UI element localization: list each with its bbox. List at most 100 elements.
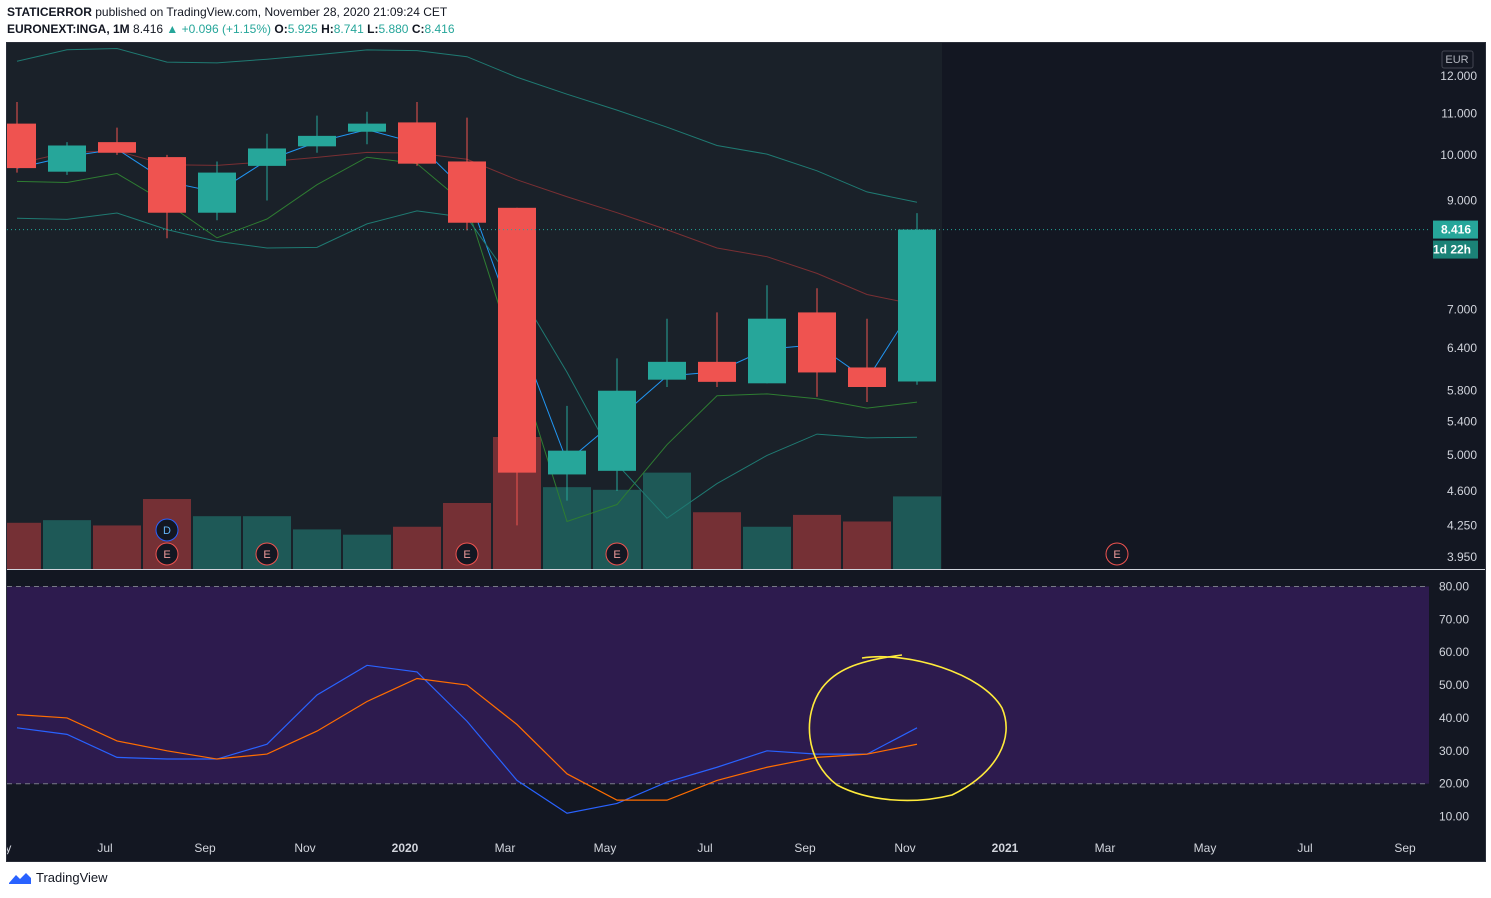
countdown-badge-label: 1d 22h: [1433, 243, 1471, 257]
rsi-tick-label: 20.00: [1439, 777, 1469, 791]
candle-body[interactable]: [148, 157, 186, 213]
overlays: [808, 654, 1007, 802]
volume-bar: [543, 487, 591, 569]
dividend-marker[interactable]: D: [155, 518, 179, 542]
candle-body[interactable]: [448, 161, 486, 223]
time-tick-label: 2020: [392, 841, 419, 855]
candle-body[interactable]: [498, 207, 536, 473]
price-tick-label: 9.000: [1447, 194, 1477, 208]
candle-body[interactable]: [598, 390, 636, 471]
candle-body[interactable]: [198, 172, 236, 213]
rsi-tick-label: 50.00: [1439, 678, 1469, 692]
volume-bar: [643, 472, 691, 569]
candle-body[interactable]: [798, 312, 836, 373]
ohlc-header: EURONEXT:INGA, 1M 8.416 ▲ +0.096 (+1.15%…: [7, 22, 455, 36]
candle-body[interactable]: [748, 318, 786, 384]
rsi-tick-label: 40.00: [1439, 711, 1469, 725]
volume-bar: [293, 529, 341, 569]
publish-header: STATICERROR published on TradingView.com…: [7, 5, 447, 19]
earnings-marker-label: E: [163, 549, 170, 561]
volume-bar: [893, 496, 941, 569]
volume-bar: [343, 534, 391, 569]
rsi-tick-label: 10.00: [1439, 810, 1469, 824]
publish-info: published on TradingView.com, November 2…: [95, 5, 448, 19]
price-tick-label: 12.000: [1440, 69, 1477, 83]
earnings-marker-circle: [155, 542, 179, 566]
earnings-marker[interactable]: E: [155, 542, 179, 566]
candle-body[interactable]: [298, 135, 336, 147]
price-pane[interactable]: E E E E ED: [7, 43, 1429, 569]
close-label: C:: [411, 22, 425, 36]
rsi-series-line: [16, 664, 918, 814]
low-label: L:: [367, 22, 379, 36]
price-tick-label: 4.250: [1447, 518, 1477, 532]
earnings-marker[interactable]: E: [455, 542, 479, 566]
chart-canvas[interactable]: E E E E ED EUR12.00011.00010.0009.0007.0006.…: [0, 43, 1485, 861]
candle-body[interactable]: [248, 148, 286, 166]
last-price: 8.416: [133, 22, 164, 36]
volume-bar: [93, 525, 141, 569]
candle-body[interactable]: [698, 361, 736, 382]
high-value: 8.741: [333, 22, 364, 36]
earnings-marker[interactable]: E: [1105, 542, 1129, 566]
candle-body[interactable]: [548, 450, 586, 475]
time-tick-label: 2021: [992, 841, 1019, 855]
candle-body[interactable]: [848, 367, 886, 388]
countdown-badge: [1433, 240, 1478, 259]
earnings-marker-label: E: [1113, 549, 1120, 561]
earnings-marker[interactable]: E: [605, 542, 629, 566]
open-value: 5.925: [287, 22, 318, 36]
time-tick-label: Jul: [1297, 841, 1312, 855]
volume-bar: [193, 516, 241, 569]
open-label: O:: [274, 22, 288, 36]
rsi-pane[interactable]: [7, 570, 1429, 833]
rsi-tick-label: 30.00: [1439, 744, 1469, 758]
candle-body[interactable]: [48, 145, 86, 172]
tradingview-logo-icon: [9, 872, 31, 884]
time-tick-label: May: [1194, 841, 1217, 855]
volume-bar: [793, 514, 841, 569]
rsi-band-fill: [7, 586, 1429, 784]
time-tick-label: Sep: [194, 841, 216, 855]
rsi-tick-label: 60.00: [1439, 645, 1469, 659]
earnings-marker-circle: [1105, 542, 1129, 566]
time-tick-label: ay: [7, 841, 11, 855]
session-highlight: [7, 43, 942, 569]
dividend-marker-label: D: [163, 525, 171, 537]
candle-body[interactable]: [898, 229, 936, 382]
price-tick-label: 4.600: [1447, 484, 1477, 498]
symbol-title: EURONEXT:INGA, 1M: [7, 22, 130, 36]
volume-bar: [693, 512, 741, 569]
time-tick-label: May: [594, 841, 617, 855]
earnings-marker-circle: [455, 542, 479, 566]
price-tick-label: 11.000: [1441, 107, 1477, 121]
low-value: 5.880: [378, 22, 409, 36]
price-tick-label: 5.400: [1447, 415, 1477, 429]
currency-label: EUR: [1445, 54, 1468, 66]
candle-body[interactable]: [7, 123, 36, 169]
earnings-marker-label: E: [613, 549, 620, 561]
time-tick-label: Mar: [495, 841, 516, 855]
earnings-marker[interactable]: E: [255, 542, 279, 566]
time-tick-label: Sep: [794, 841, 816, 855]
candle-body[interactable]: [348, 123, 386, 132]
price-tick-label: 3.950: [1447, 550, 1477, 564]
earnings-marker-circle: [255, 542, 279, 566]
volume-bar: [743, 526, 791, 569]
price-tick-label: 7.000: [1447, 302, 1477, 316]
rsi-tick-label: 70.00: [1439, 612, 1469, 626]
candle-body[interactable]: [398, 122, 436, 164]
candle-body[interactable]: [98, 142, 136, 153]
axes: EUR 12.000 11.000 10.000 9.000 7.000 6.400 5.80…: [0, 50, 1485, 855]
candle-body[interactable]: [648, 361, 686, 380]
price-tick-label: 6.400: [1447, 341, 1477, 355]
publisher-name: STATICERROR: [7, 5, 92, 19]
time-tick-label: Nov: [894, 841, 915, 855]
volume-bar: [7, 522, 41, 569]
time-tick-label: Sep: [1394, 841, 1416, 855]
earnings-marker-label: E: [463, 549, 470, 561]
annotation-circle: [808, 654, 1007, 802]
last-price-badge: [1433, 220, 1478, 239]
volume-bar: [393, 526, 441, 569]
